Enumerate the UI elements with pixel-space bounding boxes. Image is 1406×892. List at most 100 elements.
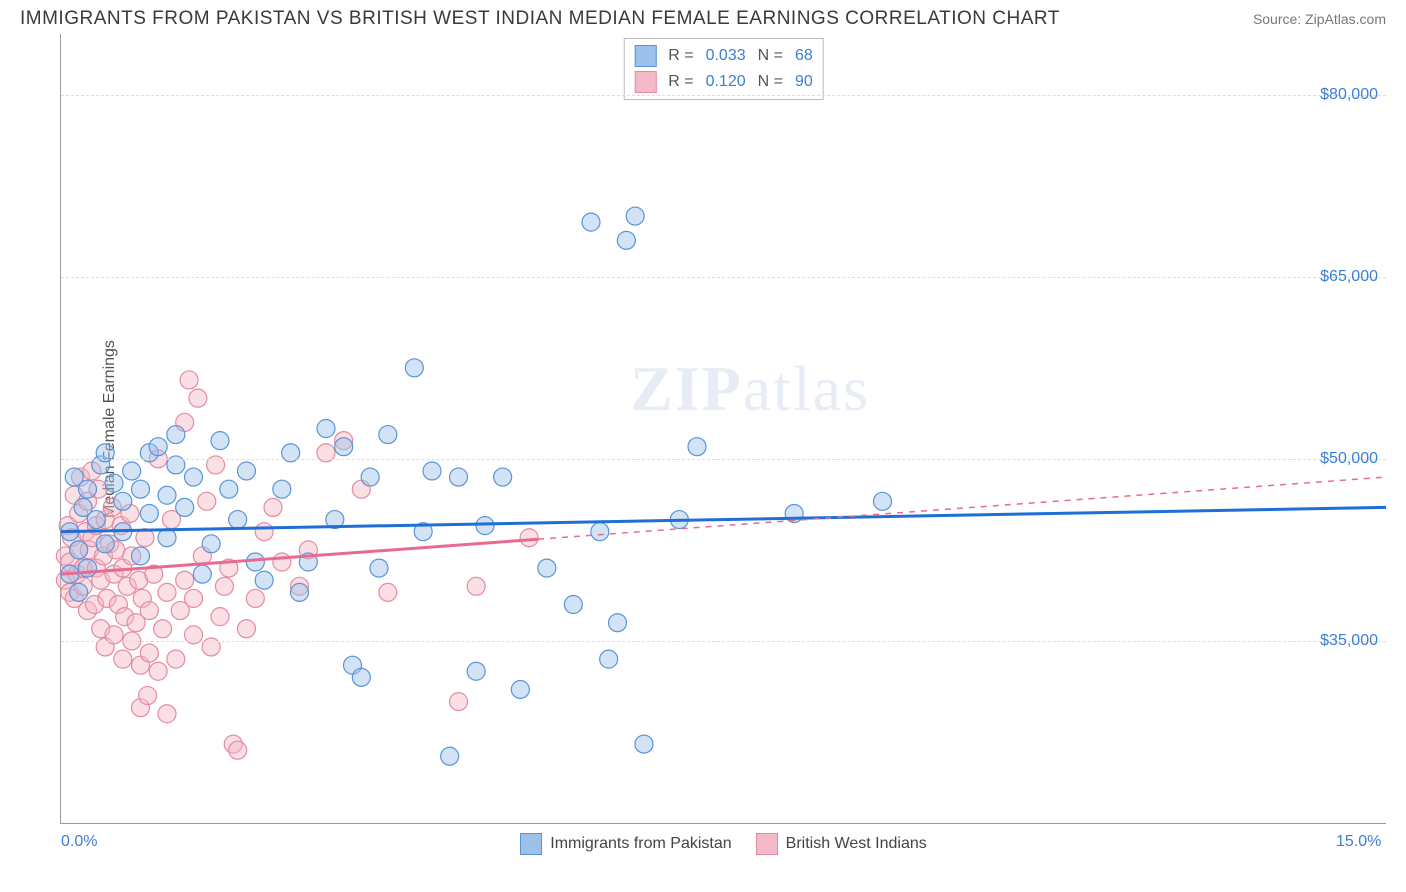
legend-item: Immigrants from Pakistan (520, 833, 731, 855)
source-attribution: Source: ZipAtlas.com (1253, 11, 1386, 27)
x-tick-label: 0.0% (61, 833, 97, 851)
data-point (441, 747, 459, 765)
data-point (176, 571, 194, 589)
x-tick-label: 15.0% (1336, 833, 1381, 851)
r-value-0: 0.033 (706, 47, 746, 65)
data-point (140, 644, 158, 662)
data-point (238, 462, 256, 480)
data-point (123, 462, 141, 480)
data-point (180, 371, 198, 389)
data-point (202, 535, 220, 553)
data-point (215, 577, 233, 595)
data-point (220, 480, 238, 498)
trend-line-solid (61, 507, 1386, 531)
data-point (149, 662, 167, 680)
data-point (591, 523, 609, 541)
data-point (450, 468, 468, 486)
data-point (79, 480, 97, 498)
data-point (379, 583, 397, 601)
data-point (132, 480, 150, 498)
data-point (255, 523, 273, 541)
n-value-0: 68 (795, 47, 813, 65)
data-point (467, 577, 485, 595)
grid-line (61, 277, 1386, 278)
legend-series: Immigrants from Pakistan British West In… (61, 833, 1386, 855)
data-point (139, 687, 157, 705)
data-point (264, 498, 282, 516)
data-point (291, 583, 309, 601)
data-point (450, 693, 468, 711)
legend-label: British West Indians (786, 835, 927, 853)
data-point (185, 468, 203, 486)
scatter-plot-svg (61, 34, 1386, 823)
legend-item: British West Indians (756, 833, 927, 855)
data-point (229, 741, 247, 759)
chart-title: IMMIGRANTS FROM PAKISTAN VS BRITISH WEST… (20, 8, 1060, 30)
data-point (361, 468, 379, 486)
legend-label: Immigrants from Pakistan (550, 835, 731, 853)
n-label: N = (758, 47, 783, 65)
r-label: R = (668, 47, 693, 65)
data-point (423, 462, 441, 480)
legend-swatch-blue (520, 833, 542, 855)
trend-line-dashed (538, 477, 1386, 539)
data-point (520, 529, 538, 547)
legend-swatch-pink (756, 833, 778, 855)
data-point (96, 535, 114, 553)
data-point (405, 359, 423, 377)
data-point (79, 559, 97, 577)
data-point (167, 426, 185, 444)
data-point (626, 207, 644, 225)
data-point (140, 504, 158, 522)
data-point (167, 650, 185, 668)
data-point (211, 432, 229, 450)
data-point (158, 486, 176, 504)
legend-swatch-blue (634, 45, 656, 67)
grid-line (61, 95, 1386, 96)
data-point (70, 583, 88, 601)
data-point (317, 420, 335, 438)
data-point (688, 438, 706, 456)
legend-stats-row: R = 0.033 N = 68 (634, 43, 813, 69)
data-point (538, 559, 556, 577)
data-point (609, 614, 627, 632)
data-point (255, 571, 273, 589)
y-tick-label: $80,000 (1320, 86, 1378, 104)
data-point (635, 735, 653, 753)
data-point (149, 438, 167, 456)
data-point (511, 680, 529, 698)
r-label: R = (668, 73, 693, 91)
grid-line (61, 641, 1386, 642)
data-point (494, 468, 512, 486)
data-point (273, 480, 291, 498)
data-point (198, 492, 216, 510)
data-point (467, 662, 485, 680)
chart-area: Median Female Earnings ZIPatlas R = 0.03… (60, 34, 1386, 824)
legend-swatch-pink (634, 71, 656, 93)
data-point (238, 620, 256, 638)
n-label: N = (758, 73, 783, 91)
data-point (370, 559, 388, 577)
data-point (352, 668, 370, 686)
data-point (564, 596, 582, 614)
data-point (158, 705, 176, 723)
n-value-1: 90 (795, 73, 813, 91)
data-point (874, 492, 892, 510)
data-point (246, 589, 264, 607)
y-tick-label: $50,000 (1320, 450, 1378, 468)
data-point (273, 553, 291, 571)
data-point (114, 650, 132, 668)
data-point (158, 583, 176, 601)
data-point (189, 389, 207, 407)
data-point (87, 511, 105, 529)
data-point (600, 650, 618, 668)
data-point (582, 213, 600, 231)
data-point (158, 529, 176, 547)
legend-stats: R = 0.033 N = 68 R = 0.120 N = 90 (623, 38, 824, 100)
data-point (476, 517, 494, 535)
data-point (617, 231, 635, 249)
data-point (335, 438, 353, 456)
header: IMMIGRANTS FROM PAKISTAN VS BRITISH WEST… (0, 0, 1406, 34)
data-point (193, 565, 211, 583)
data-point (211, 608, 229, 626)
